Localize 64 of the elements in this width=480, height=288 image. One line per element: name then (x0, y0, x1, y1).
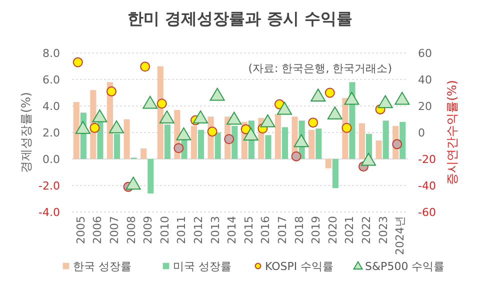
x-tick-label: 2005 (74, 216, 88, 244)
x-tick-label: 2021 (343, 216, 356, 244)
x-tick-label: 2015 (242, 216, 256, 244)
y2-tick-label: 20 (418, 100, 432, 113)
legend-label: 미국 성장률 (173, 260, 232, 273)
bar (190, 126, 197, 159)
bar (282, 127, 288, 159)
x-tick-label: 2019 (310, 216, 323, 244)
x-tick-label: 2022 (360, 216, 373, 244)
y2-tick-label: 40 (418, 74, 432, 86)
bar (97, 122, 104, 159)
bar (114, 134, 120, 159)
x-tick-label: 2020 (326, 216, 340, 244)
x-tick-label: 2008 (124, 216, 138, 244)
bar (325, 159, 332, 168)
y-tick-label: 6.0 (42, 74, 60, 86)
y-tick-label: -4.0 (38, 206, 60, 219)
y-tick-label: 0.0 (42, 153, 60, 166)
x-tick-label: 2010 (158, 216, 172, 244)
annotation: (자료: 한국은행, 한국거래소) (248, 62, 392, 75)
y2-tick-label: -60 (418, 206, 436, 219)
bar (358, 123, 365, 159)
legend-label: KOSPI 수익률 (265, 260, 334, 273)
x-tick-label: 2007 (108, 216, 121, 244)
bar (265, 135, 272, 159)
bar (308, 130, 315, 159)
y-tick-label: 8.0 (42, 47, 60, 60)
bar (198, 130, 204, 159)
x-tick-label: 2013 (208, 216, 222, 244)
bar (124, 119, 130, 159)
x-tick-label: 2014 (226, 216, 239, 244)
chart-title: 한미 경제성장률과 증시 수익률 (128, 9, 352, 28)
bar (274, 114, 281, 159)
x-tick-label: 2011 (175, 216, 188, 244)
x-tick-label: 2024년 (394, 216, 407, 255)
x-tick-label: 2018 (292, 216, 306, 244)
y2-tick-label: -20 (418, 153, 436, 166)
y2-axis-title: 증시연간수익률(%) (445, 80, 459, 185)
bar (382, 120, 389, 159)
bar (400, 122, 406, 159)
y-tick-label: -2.0 (38, 180, 60, 192)
bar (73, 102, 80, 159)
x-tick-label: 2006 (91, 216, 104, 244)
bar (376, 140, 382, 159)
bar (164, 124, 170, 159)
legend-label: S&P500 수익률 (365, 260, 445, 273)
y2-tick-label: -40 (418, 180, 436, 192)
x-tick-label: 2012 (192, 216, 205, 244)
bar (214, 132, 221, 159)
bar (140, 148, 147, 159)
y2-tick-label: 60 (418, 47, 432, 60)
x-tick-label: 2016 (259, 216, 272, 244)
y2-tick-label: 0 (418, 126, 425, 140)
bar (232, 126, 238, 159)
y-tick-label: 2.0 (42, 126, 60, 140)
y-tick-label: 4.0 (42, 100, 60, 113)
legend-label: 한국 성장률 (73, 260, 132, 273)
bar (332, 159, 338, 188)
bar (148, 159, 154, 194)
x-tick-label: 2023 (376, 216, 390, 244)
bar (316, 128, 322, 159)
x-tick-label: 2009 (142, 216, 155, 244)
x-tick-label: 2017 (276, 216, 289, 244)
y-axis-title: 경제성장률(%) (19, 92, 33, 173)
